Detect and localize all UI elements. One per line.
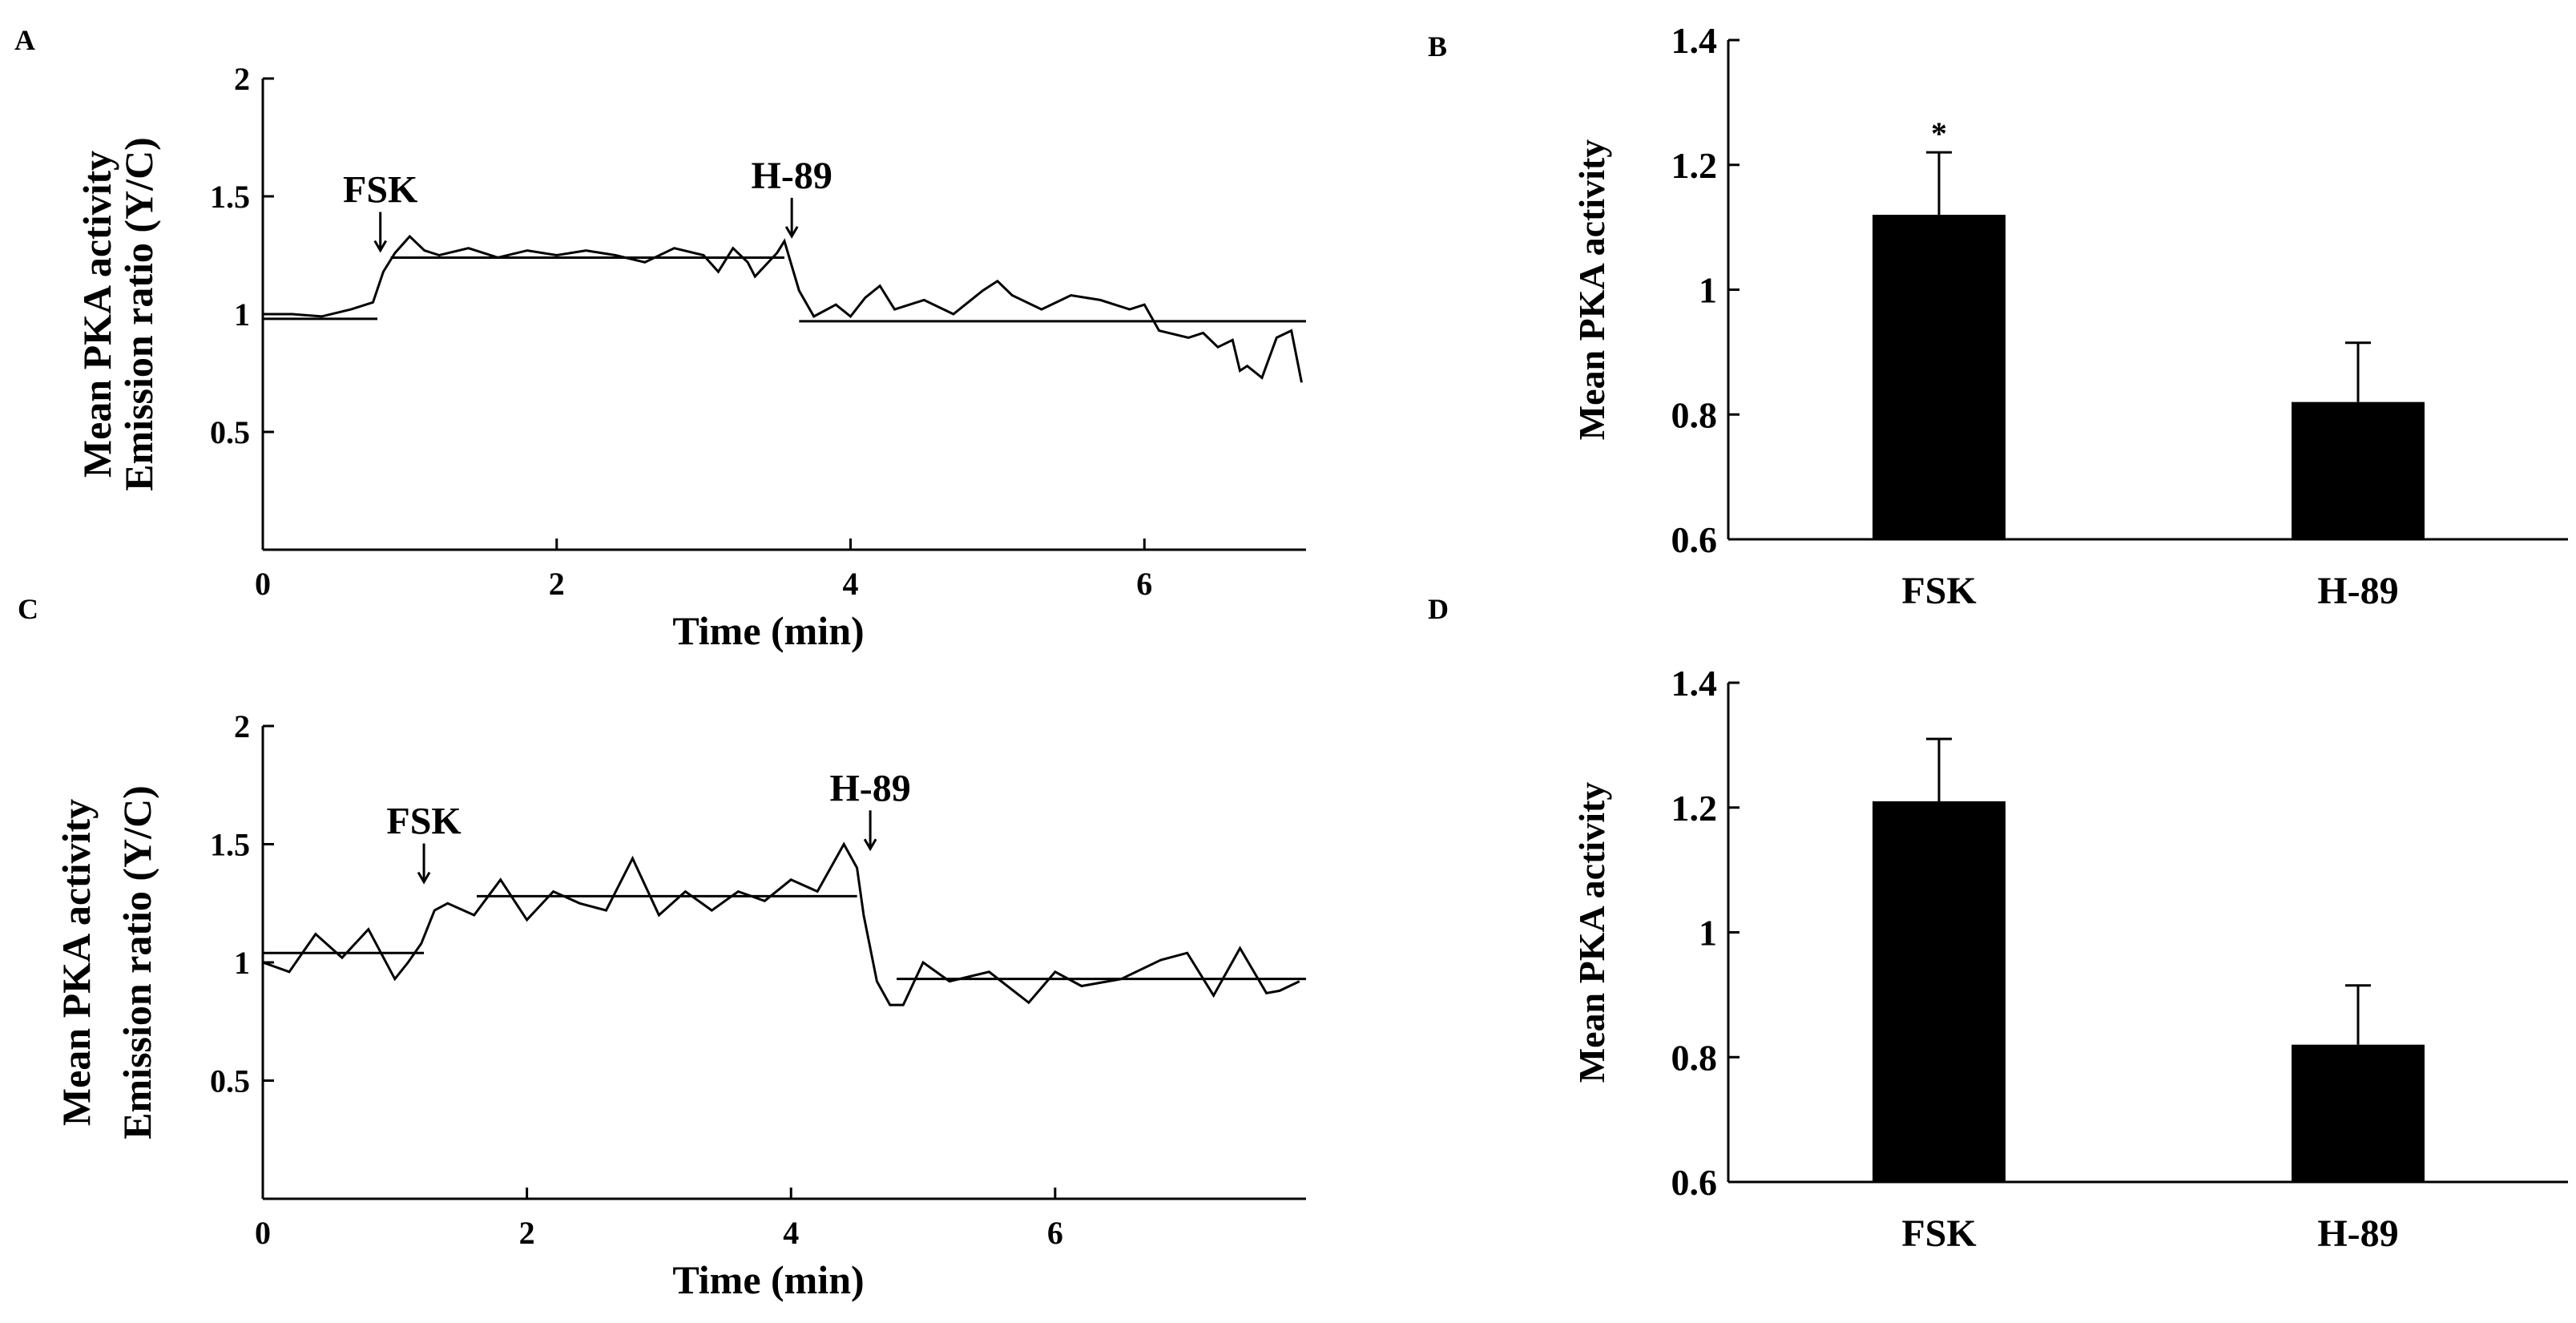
series-line: [262, 841, 1300, 1006]
panel-label-c: C: [18, 593, 38, 625]
annotation-arrowhead: [417, 871, 431, 885]
panel-label-a: A: [14, 24, 35, 56]
chart-a: 0.5 1 1.5 2 0 2 4 6 Time (min) Mean PKA activityE…: [75, 61, 1306, 653]
y-axis-label-line2: Emission ratio (Y/C): [115, 785, 159, 1139]
y-tick-label: 1.4: [1671, 20, 1718, 61]
panel-label-b: B: [1428, 30, 1447, 63]
y-tick-label: 1.2: [1671, 145, 1718, 186]
x-tick-label: 2: [519, 1215, 535, 1251]
bar: [2292, 401, 2425, 539]
y-tick-label: 1.4: [1671, 663, 1718, 704]
x-category-label: H-89: [2317, 1212, 2398, 1255]
chart-c: 0.5 1 1.5 2 0 2 4 6 Time (min) Mean PKA activity E…: [54, 708, 1306, 1302]
bar: [1873, 215, 2006, 539]
y-axis-label: Mean PKA activity: [1571, 139, 1612, 441]
y-tick-label: 1.2: [1671, 788, 1718, 829]
y-tick-label: 0.5: [210, 414, 250, 450]
annotation-arrowhead: [784, 226, 799, 239]
y-axis-label-line1: Mean PKA activity: [54, 799, 99, 1126]
x-tick-label: 0: [255, 566, 271, 602]
y-axis-label-line2: Emission ratio (Y/C): [116, 137, 161, 491]
annotation-label: H-89: [829, 767, 910, 809]
chart-b: 0.6 0.8 1 1.2 1.4 Mean PKA activity * FSK H-89: [1571, 20, 2568, 612]
y-tick-label: 1.5: [210, 827, 250, 863]
x-category-label: H-89: [2317, 570, 2398, 612]
y-tick-label: 1: [234, 945, 250, 981]
x-category-label: FSK: [1901, 1212, 1976, 1255]
annotation-arrowhead: [373, 240, 387, 253]
series-line: [263, 234, 1303, 383]
y-tick-label: 0.8: [1671, 1037, 1718, 1078]
y-tick-label: 1.5: [210, 179, 250, 215]
y-tick-label: 1: [1699, 913, 1717, 954]
x-tick-label: 0: [255, 1215, 271, 1251]
x-tick-label: 6: [1047, 1215, 1063, 1251]
x-tick-label: 2: [549, 566, 565, 602]
bar: [2292, 1044, 2425, 1182]
annotation-arrowhead: [863, 838, 877, 852]
y-tick-label: 0.5: [210, 1063, 250, 1099]
y-axis-label-line1: Mean PKA activity: [75, 151, 119, 478]
annotation-label: FSK: [343, 169, 417, 212]
chart-d: 0.6 0.8 1 1.2 1.4 Mean PKA activity FSK H-89: [1571, 663, 2568, 1255]
x-tick-label: 4: [783, 1215, 799, 1251]
annotation-label: FSK: [386, 801, 461, 843]
y-tick-label: 0.6: [1671, 519, 1718, 560]
y-tick-label: 0.6: [1671, 1162, 1718, 1203]
x-tick-label: 6: [1136, 566, 1152, 602]
x-category-label: FSK: [1901, 570, 1976, 612]
x-axis-label: Time (min): [672, 608, 864, 653]
x-axis-label: Time (min): [672, 1257, 864, 1302]
panel-label-d: D: [1428, 593, 1449, 625]
y-tick-label: 2: [234, 61, 250, 97]
significance-marker: *: [1931, 115, 1947, 151]
bar: [1873, 801, 2006, 1182]
y-axis-label: Mean PKA activity: [1571, 782, 1612, 1083]
annotation-label: H-89: [752, 155, 832, 197]
x-tick-label: 4: [843, 566, 859, 602]
y-tick-label: 0.8: [1671, 394, 1718, 435]
y-tick-label: 1: [234, 296, 250, 333]
y-tick-label: 2: [234, 708, 250, 744]
y-tick-label: 1: [1699, 270, 1717, 311]
